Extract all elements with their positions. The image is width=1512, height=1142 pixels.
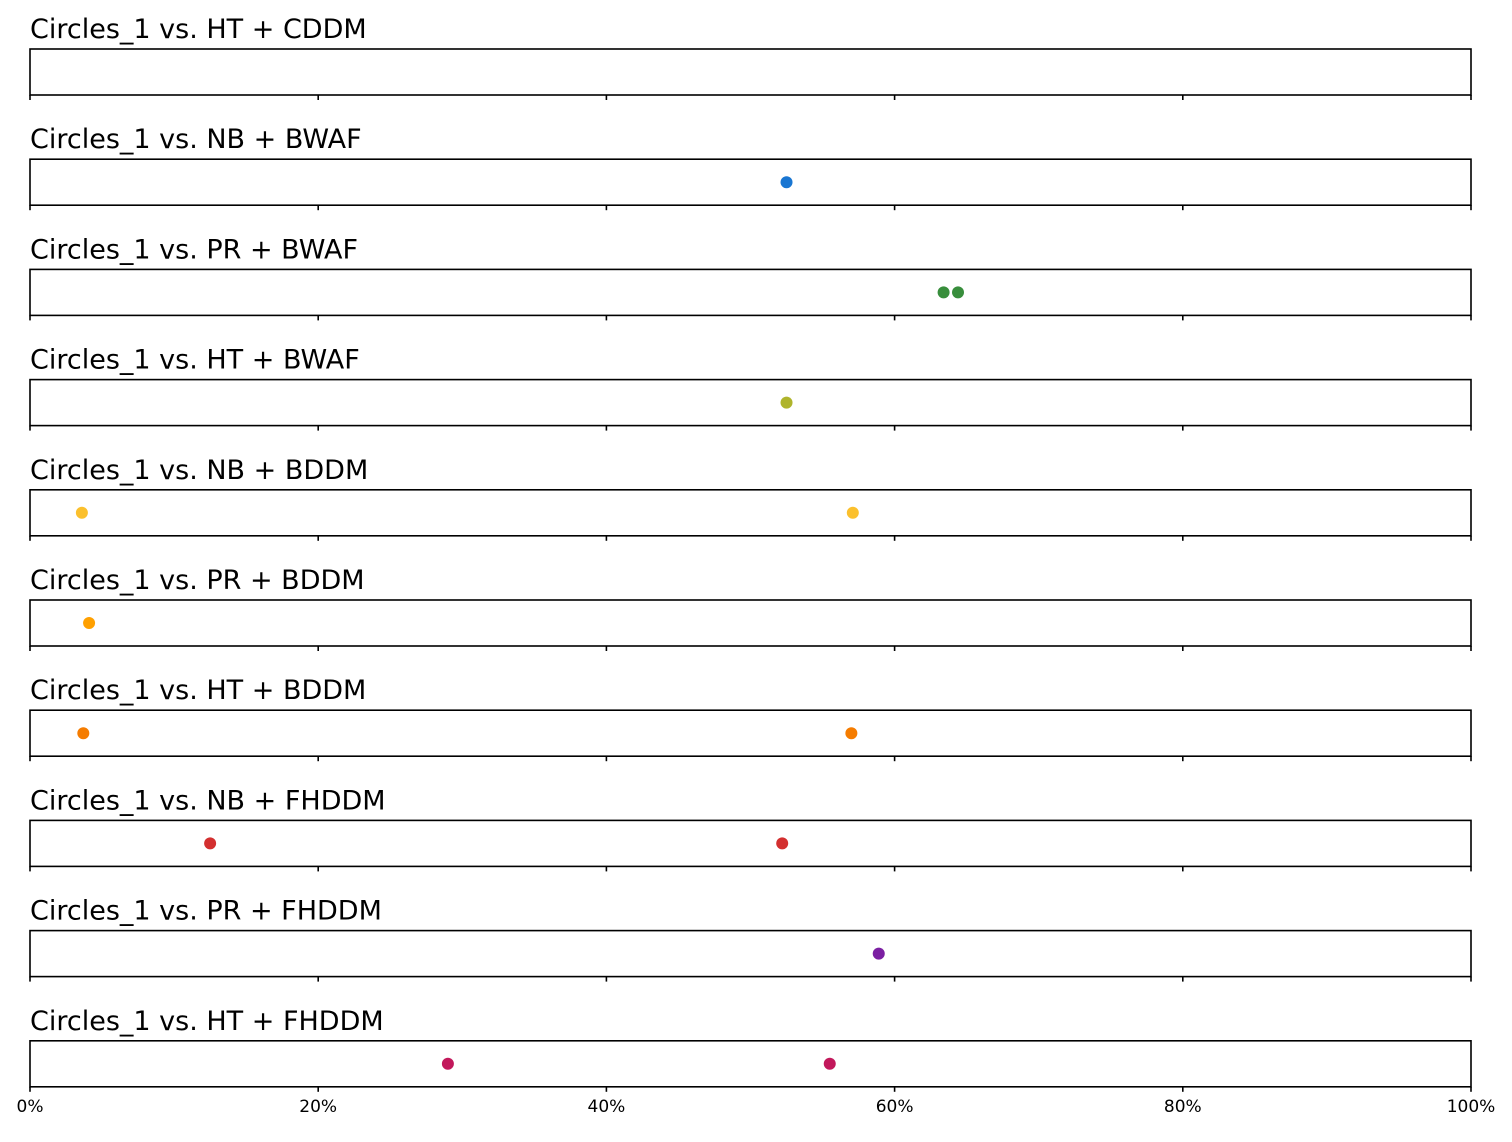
data-point (845, 727, 858, 740)
x-tick-label: 20% (299, 1097, 337, 1117)
panel-frame (29, 599, 1472, 647)
data-point (780, 396, 793, 409)
panel-title: Circles_1 vs. HT + BWAF (30, 345, 360, 376)
panel-title: Circles_1 vs. PR + BWAF (30, 234, 358, 265)
panel-frame (29, 709, 1472, 758)
data-point (872, 947, 885, 960)
x-tick-label: 100% (1447, 1097, 1496, 1117)
data-point (823, 1057, 836, 1070)
panel-title: Circles_1 vs. HT + FHDDM (30, 1006, 384, 1037)
panel-title: Circles_1 vs. NB + FHDDM (30, 785, 386, 816)
x-tick-label: 60% (876, 1097, 914, 1117)
panel-title: Circles_1 vs. HT + CDDM (30, 14, 367, 45)
panel-frame (29, 819, 1472, 868)
panel-title: Circles_1 vs. PR + BDDM (30, 565, 365, 596)
panel-frame (29, 268, 1472, 317)
panel-8: Circles_1 vs. NB + FHDDM (29, 785, 1472, 872)
panel-2: Circles_1 vs. NB + BWAF (29, 124, 1472, 211)
data-point (952, 286, 965, 299)
panel-frame (29, 488, 1472, 537)
data-point (204, 837, 217, 850)
panel-6: Circles_1 vs. PR + BDDM (29, 565, 1472, 651)
data-point (780, 176, 793, 189)
panel-7: Circles_1 vs. HT + BDDM (29, 675, 1472, 762)
x-tick-label: 40% (588, 1097, 626, 1117)
panel-title: Circles_1 vs. NB + BWAF (30, 124, 362, 155)
data-point (937, 286, 950, 299)
data-point (75, 506, 88, 519)
data-point (77, 727, 90, 740)
data-point (83, 617, 96, 629)
x-tick-label: 0% (17, 1097, 44, 1117)
panel-frame (29, 378, 1472, 427)
data-point (776, 837, 789, 850)
panel-frame (29, 1040, 1472, 1088)
data-point (846, 506, 859, 519)
panel-title: Circles_1 vs. PR + FHDDM (30, 896, 382, 927)
panel-5: Circles_1 vs. NB + BDDM (29, 455, 1472, 541)
panel-frame (29, 158, 1472, 206)
x-tick-label: 80% (1164, 1097, 1202, 1117)
data-point (441, 1057, 454, 1070)
panel-title: Circles_1 vs. NB + BDDM (30, 455, 368, 486)
panel-frame (29, 929, 1472, 978)
panel-10: Circles_1 vs. HT + FHDDM (29, 1006, 1472, 1092)
panel-title: Circles_1 vs. HT + BDDM (30, 675, 366, 706)
panel-1: Circles_1 vs. HT + CDDM (29, 14, 1472, 100)
panel-4: Circles_1 vs. HT + BWAF (29, 345, 1472, 431)
panel-3: Circles_1 vs. PR + BWAF (29, 234, 1472, 321)
panel-9: Circles_1 vs. PR + FHDDM (29, 896, 1472, 982)
panel-frame (29, 48, 1472, 96)
